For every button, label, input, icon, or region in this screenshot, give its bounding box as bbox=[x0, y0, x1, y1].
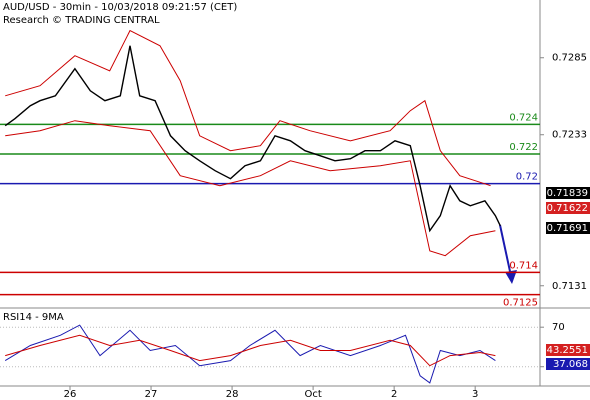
x-tick-label: 27 bbox=[145, 389, 158, 400]
price-tag-label: 0.71622 bbox=[547, 203, 588, 214]
level-label: 0.72 bbox=[516, 172, 538, 183]
y-tick-label: 0.7233 bbox=[552, 130, 587, 141]
level-label: 0.722 bbox=[509, 142, 538, 153]
series-line bbox=[5, 29, 491, 187]
price-tag-label: 0.71839 bbox=[547, 188, 588, 199]
price-tag-label: 0.71691 bbox=[547, 223, 588, 234]
level-label: 0.724 bbox=[509, 112, 538, 123]
chart-subtitle: Research © TRADING CENTRAL bbox=[3, 15, 160, 26]
price-tag bbox=[546, 202, 590, 214]
x-tick-label: Oct bbox=[304, 389, 321, 400]
series-line bbox=[4, 45, 501, 233]
series-line bbox=[4, 324, 496, 384]
arrow-head bbox=[505, 270, 517, 284]
price-tag bbox=[546, 358, 590, 370]
series-line bbox=[5, 334, 496, 367]
panel-title: RSI14 - 9MA bbox=[3, 312, 64, 323]
level-label: 0.714 bbox=[509, 260, 538, 271]
price-tag-label: 43.2551 bbox=[547, 345, 588, 356]
level-label: 0.7125 bbox=[503, 298, 538, 309]
x-tick-label: 26 bbox=[64, 389, 77, 400]
price-tag bbox=[546, 187, 590, 199]
y-tick-label: 0.7131 bbox=[552, 281, 587, 292]
arrow bbox=[499, 224, 512, 277]
series-line bbox=[5, 120, 496, 257]
y-tick-label: 70 bbox=[552, 322, 565, 333]
price-tag bbox=[546, 344, 590, 356]
x-tick-label: 3 bbox=[472, 389, 478, 400]
price-tag-label: 37.068 bbox=[553, 359, 588, 370]
y-tick-label: 0.7285 bbox=[552, 53, 587, 64]
chart-title: AUD/USD - 30min - 10/03/2018 09:21:57 (C… bbox=[3, 2, 237, 13]
x-tick-label: 28 bbox=[226, 389, 239, 400]
price-tag bbox=[546, 222, 590, 234]
x-tick-label: 2 bbox=[391, 389, 397, 400]
